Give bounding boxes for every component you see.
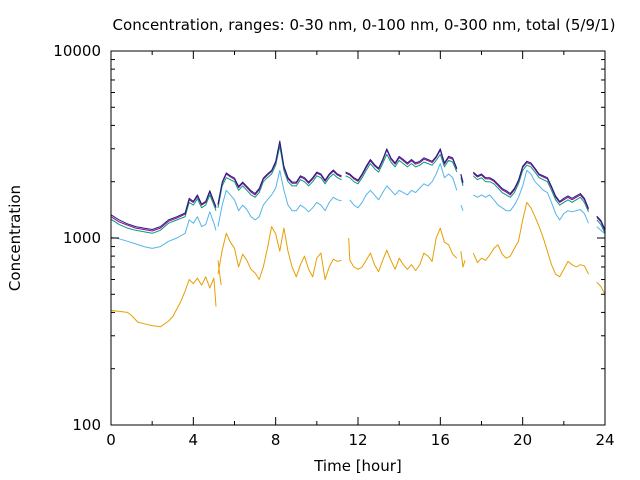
y-tick-label: 100 [72,416,101,434]
series-line-2 [596,226,606,235]
series-group [110,140,606,328]
x-tick-label: 12 [348,431,367,449]
x-tick-label: 4 [189,431,199,449]
series-line-3 [345,153,458,185]
series-line-2 [460,204,464,211]
series-line-3 [596,219,606,234]
series-line-5 [460,173,464,183]
y-axis-title: Concentration [6,185,24,291]
series-line-4 [596,216,606,232]
series-line-3 [110,194,217,234]
series-line-4 [217,141,342,206]
y-tick-label: 1000 [63,229,101,247]
series-line-2 [217,169,342,227]
series-line-2 [349,163,458,209]
series-line-5 [217,140,342,205]
chart-title: Concentration, ranges: 0-30 nm, 0-100 nm… [113,16,616,34]
y-tick-label: 10000 [53,42,101,60]
series-line-3 [472,164,589,212]
x-tick-label: 8 [271,431,281,449]
series-line-1 [596,281,606,295]
series-line-5 [596,215,606,230]
series-line-5 [345,148,458,181]
series-line-1 [110,276,217,328]
x-tick-label: 16 [431,431,450,449]
series-line-1 [348,227,458,273]
series-line-5 [110,190,217,230]
series-line-4 [345,149,458,182]
series-line-1 [217,260,222,286]
series-line-1 [460,251,466,268]
axis-ticks: 0 4 8 12 16 20 24 100 1000 10000 [53,42,614,449]
x-tick-label: 0 [106,431,116,449]
series-line-5 [472,160,589,209]
series-line-4 [110,191,217,232]
x-tick-label: 20 [513,431,532,449]
series-line-2 [110,211,217,249]
series-line-3 [217,145,342,208]
plot-frame [110,50,606,426]
series-line-1 [217,226,342,280]
series-line-4 [472,162,589,210]
series-line-3 [460,177,464,187]
x-axis-title: Time [hour] [313,457,402,475]
series-line-2 [473,169,589,224]
series-line-1 [472,201,589,278]
x-tick-label: 24 [595,431,614,449]
